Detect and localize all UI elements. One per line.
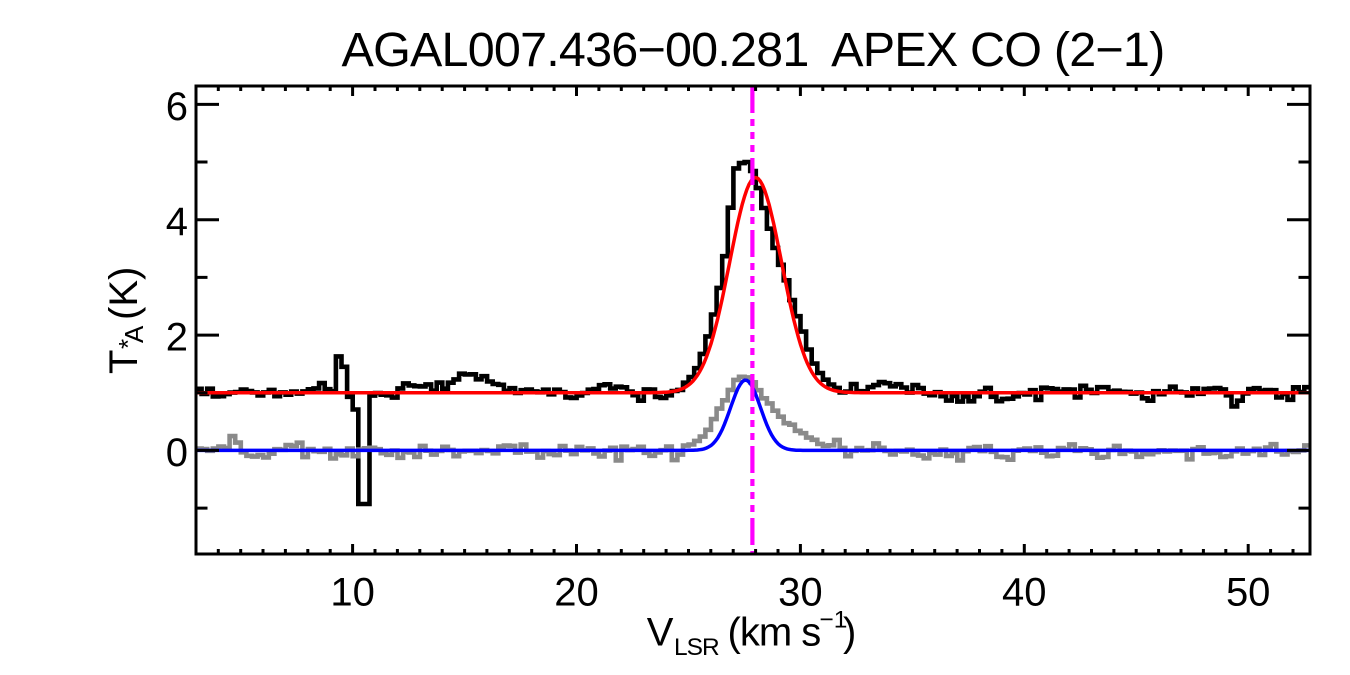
svg-text:LSR: LSR — [674, 634, 719, 661]
svg-text:4: 4 — [166, 200, 188, 244]
svg-text:AGAL007.436−00.281 APEX CO (2: AGAL007.436−00.281 APEX CO (2−1) — [342, 23, 1165, 77]
svg-text:50: 50 — [1226, 570, 1271, 614]
svg-text:−1: −1 — [820, 607, 848, 634]
svg-text:10: 10 — [330, 570, 375, 614]
svg-text:20: 20 — [554, 570, 599, 614]
svg-text:40: 40 — [1002, 570, 1047, 614]
svg-text:0: 0 — [166, 431, 188, 475]
svg-text:*: * — [113, 339, 143, 349]
svg-text:6: 6 — [166, 85, 188, 129]
svg-text:): ) — [843, 610, 856, 654]
svg-text:A: A — [119, 325, 149, 343]
svg-text:T: T — [102, 350, 146, 374]
svg-text:(km s: (km s — [728, 610, 821, 654]
svg-text:(K): (K) — [102, 267, 146, 320]
svg-text:V: V — [647, 610, 674, 654]
svg-text:30: 30 — [778, 570, 823, 614]
svg-text:2: 2 — [166, 316, 188, 360]
